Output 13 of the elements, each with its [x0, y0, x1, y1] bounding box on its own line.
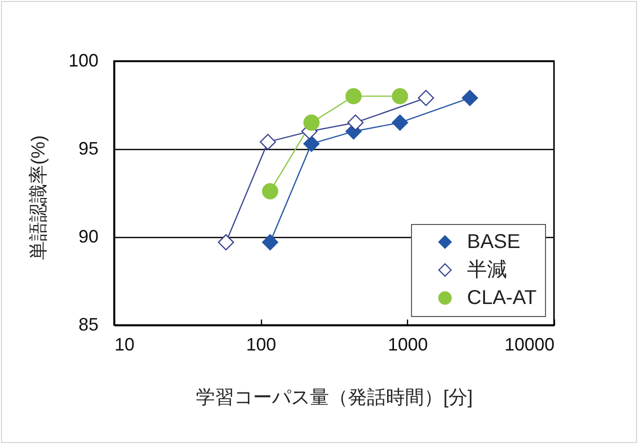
legend-label: 半減: [467, 259, 507, 281]
x-tick-label: 1000: [388, 334, 428, 354]
x-tick-label: 100: [246, 334, 276, 354]
x-tick-label: 10: [114, 334, 135, 354]
y-axis-title: 単語認識率(%): [28, 135, 50, 260]
x-tick-label: 10000: [504, 334, 554, 354]
legend-label: CLA-AT: [467, 287, 537, 309]
y-tick-label: 95: [78, 138, 98, 158]
legend-label: BASE: [467, 231, 520, 253]
x-axis-title: 学習コーパス量（発話時間）[分]: [196, 388, 473, 408]
y-tick-label: 90: [78, 226, 98, 246]
y-tick-label: 100: [68, 50, 98, 70]
y-tick-label: 85: [78, 314, 98, 334]
